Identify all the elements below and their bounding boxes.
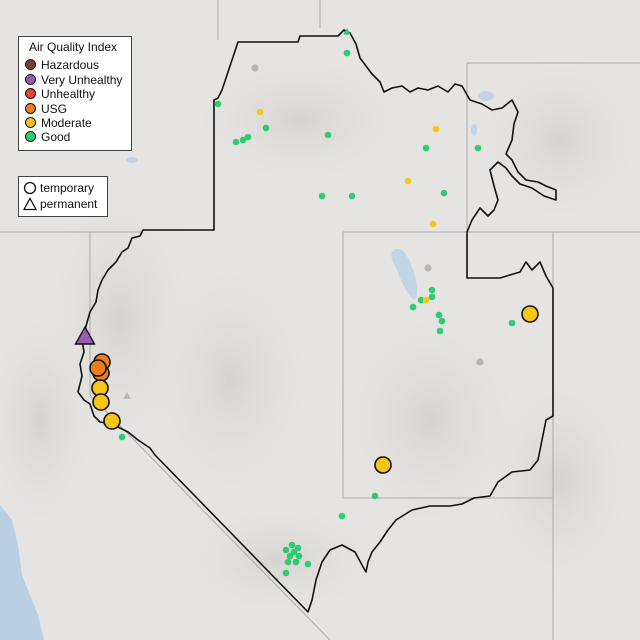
moderate-temporary-monitor[interactable] — [521, 305, 539, 323]
moderate-monitor[interactable] — [422, 296, 430, 304]
good-monitor[interactable] — [436, 327, 444, 335]
moderate-monitor[interactable] — [429, 220, 437, 228]
good-monitor[interactable] — [428, 286, 436, 294]
good-monitor[interactable] — [304, 560, 312, 568]
good-monitor[interactable] — [284, 558, 292, 566]
good-monitor[interactable] — [294, 544, 302, 552]
good-monitor[interactable] — [292, 558, 300, 566]
very-unhealthy-permanent-monitor[interactable] — [74, 325, 96, 345]
usg-temporary-monitor[interactable] — [89, 359, 107, 377]
good-monitor[interactable] — [417, 296, 425, 304]
region-boundary — [77, 29, 557, 613]
no-data-monitor[interactable] — [476, 358, 484, 366]
good-monitor[interactable] — [295, 552, 303, 560]
good-monitor[interactable] — [239, 136, 247, 144]
good-monitor[interactable] — [290, 548, 298, 556]
terrain-shading — [0, 50, 640, 620]
good-monitor[interactable] — [508, 319, 516, 327]
lakes — [126, 91, 494, 300]
moderate-swatch-icon — [25, 117, 36, 128]
good-monitor[interactable] — [324, 131, 332, 139]
good-monitor[interactable] — [214, 100, 222, 108]
good-monitor[interactable] — [348, 192, 356, 200]
good-monitor[interactable] — [343, 49, 351, 57]
good-monitor[interactable] — [282, 569, 290, 577]
triangle-icon — [23, 197, 37, 211]
good-monitor[interactable] — [474, 144, 482, 152]
legend-title: Air Quality Index — [29, 40, 118, 54]
monitor-type-legend: temporary permanent — [18, 176, 108, 217]
good-monitor[interactable] — [338, 512, 346, 520]
good-monitor[interactable] — [262, 124, 270, 132]
good-monitor[interactable] — [118, 433, 126, 441]
hazardous-swatch-icon — [25, 59, 36, 70]
moderate-monitor[interactable] — [256, 108, 264, 116]
very-unhealthy-swatch-icon — [25, 74, 36, 85]
good-monitor[interactable] — [409, 303, 417, 311]
good-swatch-icon — [25, 131, 36, 142]
temporary-monitors — [89, 305, 539, 474]
unhealthy-swatch-icon — [25, 88, 36, 99]
no-data-monitor[interactable] — [251, 64, 259, 72]
good-monitor[interactable] — [371, 492, 379, 500]
good-monitor[interactable] — [438, 317, 446, 325]
good-monitor[interactable] — [286, 552, 294, 560]
moderate-monitor[interactable] — [432, 125, 440, 133]
good-monitor[interactable] — [318, 192, 326, 200]
aqi-legend: Air Quality Index Hazardous Very Unhealt… — [18, 36, 132, 151]
moderate-temporary-monitor[interactable] — [92, 393, 110, 411]
moderate-monitor[interactable] — [404, 177, 412, 185]
good-monitor[interactable] — [288, 541, 296, 549]
good-monitor[interactable] — [282, 546, 290, 554]
good-monitor[interactable] — [232, 138, 240, 146]
good-monitors — [118, 49, 516, 577]
ocean — [0, 505, 44, 640]
good-monitor[interactable] — [422, 144, 430, 152]
good-monitor[interactable] — [428, 293, 436, 301]
no-data-monitor[interactable] — [424, 264, 432, 272]
moderate-temporary-monitor[interactable] — [103, 412, 121, 430]
good-permanent-monitor[interactable] — [343, 28, 351, 35]
good-monitor[interactable] — [440, 189, 448, 197]
good-monitor[interactable] — [244, 133, 252, 141]
moderate-monitors — [256, 108, 440, 304]
moderate-temporary-monitor[interactable] — [374, 456, 392, 474]
usg-swatch-icon — [25, 103, 36, 114]
good-monitor[interactable] — [435, 311, 443, 319]
no-data-permanent-monitor[interactable] — [123, 392, 131, 399]
circle-icon — [23, 181, 37, 195]
permanent-monitors — [74, 28, 351, 399]
no-data-monitors — [251, 64, 484, 366]
